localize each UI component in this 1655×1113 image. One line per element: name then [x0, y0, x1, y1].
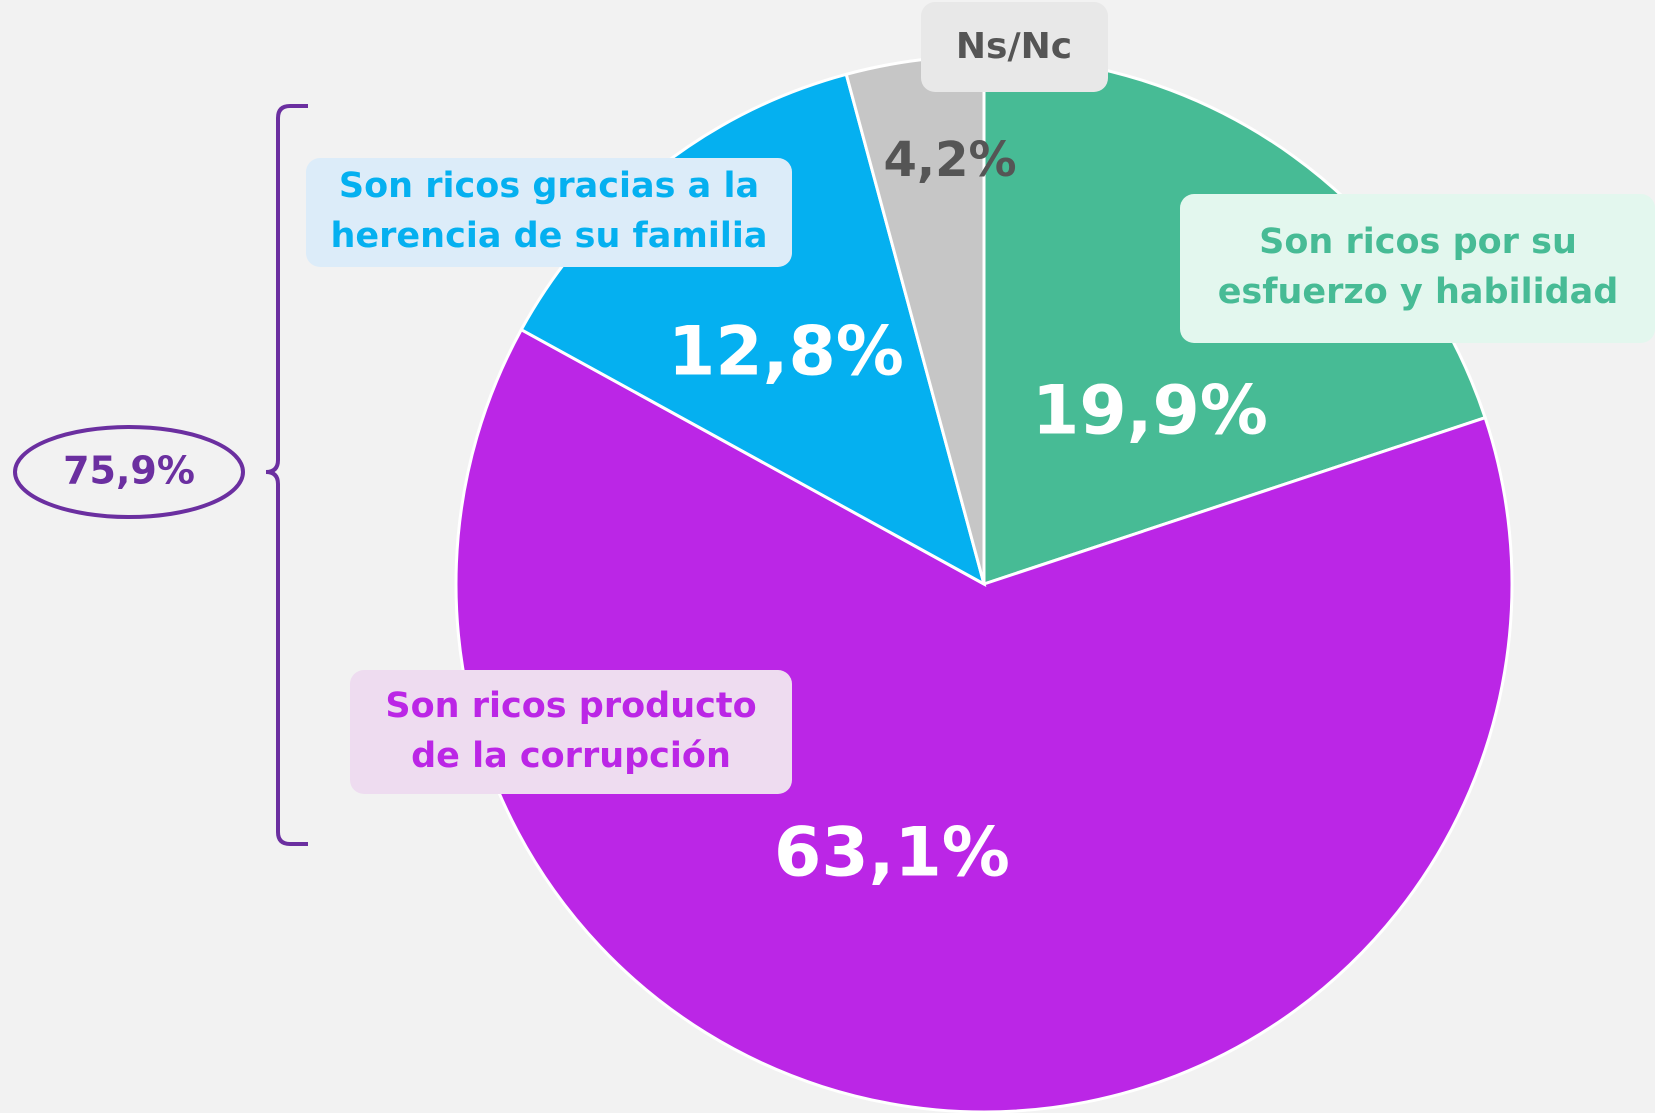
label-box — [1180, 194, 1655, 343]
labels: Son ricos por su esfuerzo y habilidad 19,9… — [306, 2, 1655, 893]
label-box — [306, 158, 792, 267]
value-label: 12,8% — [668, 313, 904, 392]
label-box — [350, 670, 792, 794]
category-label: Ns/Nc — [956, 26, 1072, 67]
pie-slice — [454, 327, 1514, 1113]
category-label: Son ricos gracias a la herencia de su fam… — [331, 166, 768, 256]
group-ellipse — [13, 425, 245, 519]
value-label: 4,2% — [883, 132, 1016, 188]
group-total: 75,9% — [63, 449, 195, 493]
label-box — [921, 2, 1108, 92]
value-label: 19,9% — [1032, 372, 1268, 451]
category-label: Son ricos por su esfuerzo y habilidad — [1218, 222, 1619, 312]
category-label: Son ricos producto de la corrupción — [385, 686, 756, 776]
value-label: 63,1% — [774, 814, 1010, 893]
bracket — [265, 104, 308, 846]
